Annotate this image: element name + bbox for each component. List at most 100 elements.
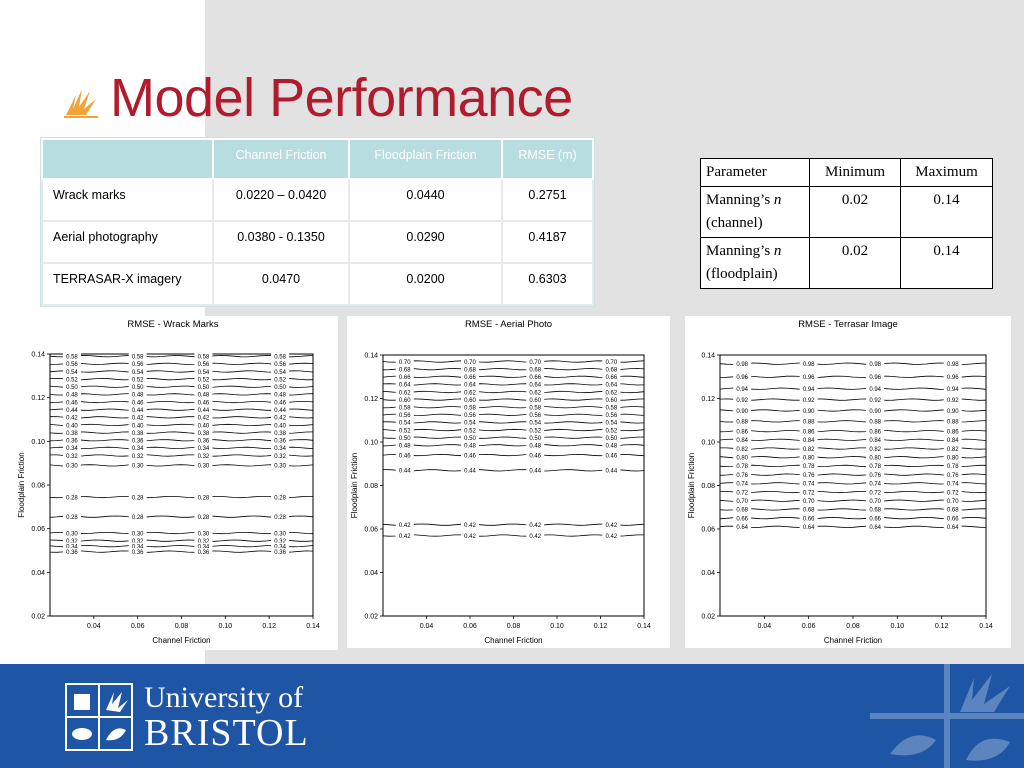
contour-label-bg: [602, 403, 621, 411]
contour-line: [49, 355, 314, 358]
contour-label-bg: [526, 411, 545, 419]
university-crest-icon: [65, 683, 133, 751]
contour-label-bg: [128, 513, 147, 521]
x-tick-label: 0.12: [262, 623, 276, 630]
contour-label-bg: [733, 406, 752, 414]
contour-label: 0.46: [66, 400, 78, 406]
university-logo: University of BRISTOL: [64, 682, 309, 752]
contour-label: 0.50: [606, 436, 618, 442]
contour-label: 0.44: [529, 469, 541, 475]
contour-label: 0.48: [529, 444, 541, 450]
contour-label-bg: [271, 383, 290, 391]
contour-label-bg: [395, 403, 414, 411]
contour-line: [382, 436, 645, 439]
contour-label-bg: [62, 421, 81, 429]
contour-label: 0.44: [274, 408, 286, 414]
contour-line: [49, 408, 314, 411]
contour-label-bg: [271, 375, 290, 383]
crest-watermark-icon: [870, 664, 1024, 768]
parameter-label: Manning’s n (channel): [700, 186, 810, 238]
contour-label-bg: [866, 514, 885, 522]
contour-line: [49, 423, 314, 427]
contour-label: 0.28: [66, 515, 78, 521]
contour-label-bg: [461, 451, 479, 459]
floodplain-value: 0.0200: [348, 262, 503, 306]
x-axis-label: Channel Friction: [152, 636, 210, 645]
minimum-value: 0.02: [809, 186, 901, 238]
contour-label: 0.78: [869, 464, 881, 470]
contour-label: 0.68: [399, 367, 411, 373]
contour-label: 0.60: [399, 398, 411, 404]
contour-label: 0.46: [132, 400, 144, 406]
contour-label-bg: [62, 367, 81, 375]
parameter-label: Manning’s n (floodplain): [700, 237, 810, 289]
contour-label: 0.44: [464, 469, 476, 475]
rmse-value: 0.6303: [501, 262, 594, 306]
contour-label: 0.32: [274, 454, 286, 460]
contour-label: 0.90: [869, 409, 881, 415]
contour-label: 0.50: [274, 385, 286, 391]
contour-label-bg: [62, 513, 81, 521]
contour-line: [49, 385, 314, 388]
contour-label-bg: [461, 441, 479, 449]
contour-label: 0.30: [274, 531, 286, 537]
x-tick-label: 0.14: [306, 623, 320, 630]
y-tick-label: 0.06: [701, 527, 715, 534]
contour-label-bg: [395, 466, 414, 474]
contour-label-bg: [461, 388, 479, 396]
contour-line: [719, 430, 987, 433]
contour-label: 0.48: [464, 444, 476, 450]
contour-label: 0.80: [736, 456, 748, 462]
contour-label-bg: [866, 471, 885, 479]
channel-value: 0.0470: [212, 262, 350, 306]
contour-label-bg: [866, 436, 885, 444]
contour-label-bg: [271, 537, 290, 545]
contour-label: 0.30: [274, 464, 286, 470]
contour-label-bg: [62, 436, 81, 444]
contour-label: 0.86: [736, 429, 748, 435]
contour-label: 0.52: [606, 428, 618, 434]
contour-line: [49, 377, 314, 381]
contour-label: 0.50: [66, 385, 78, 391]
y-axis-label: Floodplain Friction: [350, 453, 359, 518]
contour-label-bg: [799, 505, 818, 513]
header-minimum: Minimum: [809, 158, 901, 187]
contour-label-bg: [526, 373, 545, 381]
contour-label-bg: [194, 367, 213, 375]
contour-label: 0.40: [198, 423, 210, 429]
contour-label: 0.50: [464, 436, 476, 442]
chart-title: RMSE - Terrasar Image: [798, 319, 898, 330]
contour-label: 0.50: [198, 385, 210, 391]
x-tick-label: 0.06: [131, 623, 145, 630]
contour-label: 0.84: [869, 438, 881, 444]
contour-label-bg: [461, 434, 479, 442]
y-tick-label: 0.06: [364, 527, 378, 534]
floodplain-value: 0.0440: [348, 178, 503, 222]
chart-title: RMSE - Wrack Marks: [127, 319, 218, 330]
contour-label-bg: [62, 529, 81, 537]
rmse-wrack-marks-plot: RMSE - Wrack Marks 0.02 0.04 0.06 0.08 0.10 0.…: [8, 316, 338, 650]
contour-label: 0.68: [736, 508, 748, 514]
contour-label-bg: [866, 488, 885, 496]
contour-label-bg: [602, 411, 621, 419]
contour-label: 0.34: [198, 446, 210, 452]
contour-label: 0.44: [132, 408, 144, 414]
contour-label-bg: [62, 398, 81, 406]
contour-label: 0.66: [869, 516, 881, 522]
contour-label-bg: [602, 521, 621, 529]
contour-label-bg: [733, 453, 752, 461]
contour-label: 0.88: [947, 420, 959, 426]
contour-label: 0.42: [529, 523, 541, 529]
contour-label: 0.84: [803, 438, 815, 444]
contour-label-bg: [943, 385, 962, 393]
x-tick-label: 0.06: [802, 623, 816, 630]
contour-label: 0.42: [274, 416, 286, 422]
contour-label: 0.70: [399, 360, 411, 366]
contour-line: [49, 515, 314, 518]
contour-label-bg: [128, 367, 147, 375]
contour-label-bg: [62, 383, 81, 391]
contour-label: 0.94: [736, 387, 748, 393]
contour-label-bg: [62, 444, 81, 452]
contour-label: 0.58: [464, 406, 476, 412]
x-tick-label: 0.04: [87, 623, 101, 630]
